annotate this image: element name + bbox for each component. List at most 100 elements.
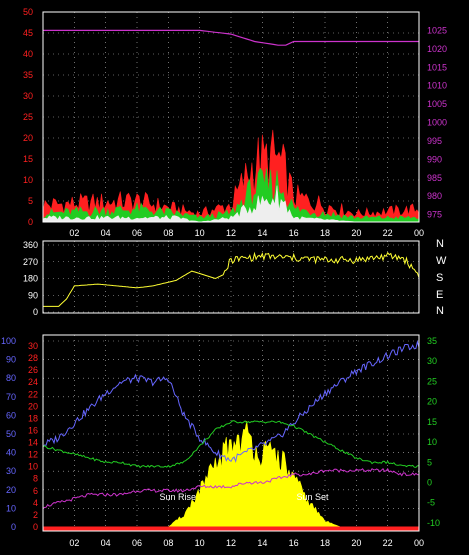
x-tick-label: 06 <box>132 228 142 238</box>
x-tick-label: 06 <box>132 538 142 548</box>
panel-frame <box>42 240 420 314</box>
rain-tick-label: 20 <box>28 401 38 411</box>
x-tick-label: 02 <box>69 228 79 238</box>
humidity-tick-label: 70 <box>6 392 16 402</box>
x-tick-label: 16 <box>289 228 299 238</box>
wind-average-series <box>42 167 420 223</box>
x-tick-label: 18 <box>320 228 330 238</box>
x-tick-label: 08 <box>163 538 173 548</box>
x-tick-label: 18 <box>320 538 330 548</box>
compass-label: E <box>436 289 443 301</box>
temperature-tick-label: 25 <box>427 376 437 386</box>
x-tick-label: 00 <box>414 228 424 238</box>
x-tick-label: 16 <box>289 538 299 548</box>
humidity-tick-label: 90 <box>6 355 16 365</box>
pressure-tick-label: 995 <box>427 136 442 146</box>
temperature-tick-label: 15 <box>427 417 437 427</box>
humidity-tick-label: 60 <box>6 410 16 420</box>
panel-frame <box>42 11 420 223</box>
pressure-series <box>43 29 419 46</box>
temperature-tick-label: -10 <box>427 518 440 528</box>
pressure-axis-label: Pressione <box>369 1 418 13</box>
compass-label: N <box>436 305 444 317</box>
rain-tick-label: 12 <box>28 450 38 460</box>
pressure-tick-label: 1010 <box>427 81 447 91</box>
x-tick-label: 22 <box>383 228 393 238</box>
direction-tick-label: 270 <box>23 257 38 267</box>
x-tick-label: 00 <box>414 538 424 548</box>
x-tick-label: 14 <box>257 538 267 548</box>
pressure-tick-label: 1005 <box>427 99 447 109</box>
compass-label: W <box>436 255 447 267</box>
wind-tick-label: 5 <box>28 196 33 206</box>
x-tick-label: 10 <box>195 538 205 548</box>
solar-axis-label: Solar <box>118 322 144 334</box>
humidity-tick-label: 10 <box>6 503 16 513</box>
x-tick-label: 04 <box>101 538 111 548</box>
humidity-tick-label: 20 <box>6 485 16 495</box>
wind-gust-series <box>42 129 420 223</box>
rain-series <box>42 526 420 531</box>
rain-tick-label: 10 <box>28 462 38 472</box>
sunset-label: Sun Set <box>296 492 329 502</box>
temperature-tick-label: 30 <box>427 356 437 366</box>
wind-tick-label: 0 <box>28 217 33 227</box>
x-tick-label: 04 <box>101 228 111 238</box>
rain-axis-label: Pioggia <box>1 322 39 334</box>
wind-tick-label: 15 <box>23 154 33 164</box>
compass-label: N <box>436 238 444 250</box>
pressure-tick-label: 980 <box>427 191 442 201</box>
pressure-tick-label: 1025 <box>427 25 447 35</box>
x-tick-label: 12 <box>226 228 236 238</box>
rain-tick-label: 24 <box>28 377 38 387</box>
compass-label: S <box>436 272 443 284</box>
rain-tick-label: 26 <box>28 365 38 375</box>
rain-tick-label: 22 <box>28 389 38 399</box>
pressure-tick-label: 990 <box>427 154 442 164</box>
humidity-series <box>42 339 420 464</box>
temperature-tick-label: 20 <box>427 397 437 407</box>
x-tick-label: 14 <box>257 228 267 238</box>
wind-direction-panel: 0 90 180 270 360 <box>23 240 420 317</box>
wind-tick-label: 50 <box>23 7 33 17</box>
humidity-tick-label: 30 <box>6 466 16 476</box>
pressure-tick-label: 1015 <box>427 62 447 72</box>
direction-tick-label: 360 <box>23 240 38 250</box>
rain-tick-label: 16 <box>28 425 38 435</box>
temperature-humidity-panel: 0102030405060708090100024681012141618202… <box>1 334 440 548</box>
direction-tick-label: 90 <box>28 290 38 300</box>
temperature-tick-label: 5 <box>427 457 432 467</box>
temperature-tick-label: 10 <box>427 437 437 447</box>
humidity-tick-label: 40 <box>6 448 16 458</box>
rain-tick-label: 2 <box>33 510 38 520</box>
panel-frame <box>42 334 420 532</box>
temperature-tick-label: 0 <box>427 478 432 488</box>
x-tick-label: 20 <box>351 228 361 238</box>
humidity-tick-label: 50 <box>6 429 16 439</box>
x-tick-label: 20 <box>351 538 361 548</box>
wind-tick-label: 25 <box>23 112 33 122</box>
x-tick-label: 12 <box>226 538 236 548</box>
compass-labels: N W S E N <box>436 238 447 317</box>
dewpoint-axis-label: Dew Point (°C) <box>394 322 467 334</box>
rain-tick-label: 18 <box>28 413 38 423</box>
sunrise-label: Sun Rise <box>159 492 196 502</box>
rain-tick-label: 8 <box>33 474 38 484</box>
dewpoint-series <box>42 467 420 509</box>
rain-tick-label: 6 <box>33 486 38 496</box>
x-tick-label: 08 <box>163 228 173 238</box>
pressure-tick-label: 975 <box>427 210 442 220</box>
pressure-tick-label: 1020 <box>427 44 447 54</box>
wind-tick-label: 40 <box>23 49 33 59</box>
direction-tick-label: 0 <box>33 307 38 317</box>
temperature-tick-label: 35 <box>427 336 437 346</box>
humidity-axis-label: Umidita <box>67 322 105 334</box>
pressure-tick-label: 1000 <box>427 118 447 128</box>
rain-tick-label: 14 <box>28 438 38 448</box>
pressure-tick-label: 985 <box>427 173 442 183</box>
wind-tick-label: 30 <box>23 91 33 101</box>
temperature-tick-label: -5 <box>427 498 435 508</box>
temperature-axis-label: Temperatura <box>311 322 374 334</box>
wind-tick-label: 10 <box>23 175 33 185</box>
wind-axis-label: Forza vento <box>6 1 64 13</box>
